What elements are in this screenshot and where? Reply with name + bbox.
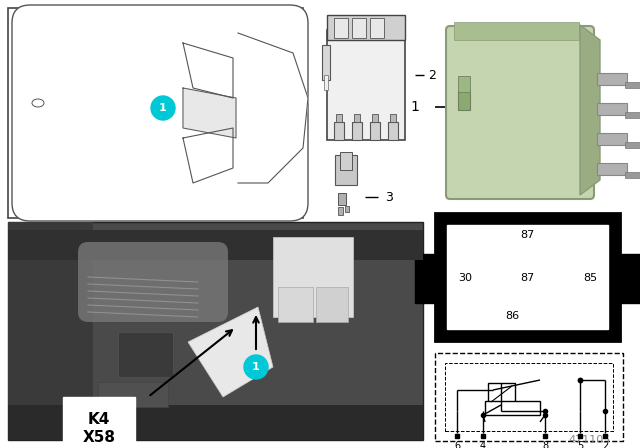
FancyBboxPatch shape: [12, 5, 308, 221]
Bar: [370, 122, 380, 140]
Polygon shape: [238, 33, 308, 183]
Bar: [98, 382, 168, 407]
Bar: [327, 15, 405, 40]
Bar: [336, 114, 342, 122]
Text: 2: 2: [602, 441, 608, 448]
Bar: [278, 287, 313, 322]
Bar: [8, 222, 423, 440]
Bar: [322, 45, 330, 80]
Bar: [625, 82, 640, 88]
Bar: [625, 142, 640, 148]
Bar: [454, 22, 579, 40]
Text: 85: 85: [583, 273, 597, 283]
Text: 1: 1: [411, 100, 419, 114]
Text: 5: 5: [577, 441, 583, 448]
Text: 2: 2: [428, 69, 436, 82]
Text: 86: 86: [505, 311, 519, 321]
Bar: [340, 152, 352, 170]
FancyBboxPatch shape: [78, 242, 228, 322]
Polygon shape: [188, 307, 273, 397]
Bar: [316, 287, 348, 322]
Text: 6: 6: [454, 441, 460, 448]
Text: 87: 87: [520, 273, 534, 283]
Bar: [352, 122, 362, 140]
Bar: [8, 222, 93, 440]
Bar: [390, 114, 396, 122]
Bar: [488, 383, 515, 405]
Bar: [625, 172, 640, 178]
Bar: [618, 254, 640, 302]
Text: 471105: 471105: [569, 435, 611, 445]
Bar: [447, 225, 608, 329]
Ellipse shape: [32, 99, 44, 107]
Bar: [352, 18, 366, 38]
Bar: [415, 254, 437, 302]
Bar: [63, 397, 135, 448]
Bar: [8, 230, 423, 260]
Bar: [327, 30, 405, 140]
Bar: [334, 18, 348, 38]
Bar: [388, 122, 398, 140]
Bar: [118, 332, 173, 377]
Bar: [354, 114, 360, 122]
Polygon shape: [183, 88, 236, 138]
Circle shape: [151, 96, 175, 120]
Bar: [445, 363, 613, 431]
Bar: [458, 76, 470, 92]
FancyBboxPatch shape: [446, 26, 594, 199]
Bar: [435, 213, 620, 341]
Text: 3: 3: [385, 190, 393, 203]
Bar: [324, 75, 328, 90]
Circle shape: [244, 355, 268, 379]
Bar: [597, 103, 627, 115]
Bar: [338, 207, 343, 215]
Text: 1: 1: [252, 362, 260, 372]
Bar: [273, 237, 353, 317]
Bar: [597, 73, 627, 85]
Bar: [435, 353, 623, 441]
Bar: [8, 405, 423, 440]
Bar: [597, 133, 627, 145]
Polygon shape: [580, 25, 600, 195]
Text: 30: 30: [458, 273, 472, 283]
Bar: [335, 155, 357, 185]
Bar: [485, 401, 540, 415]
Bar: [345, 206, 349, 212]
Text: X58: X58: [83, 430, 115, 444]
Bar: [597, 163, 627, 175]
Bar: [338, 193, 346, 205]
Text: 1: 1: [159, 103, 167, 113]
Bar: [370, 18, 384, 38]
Text: 8: 8: [542, 441, 548, 448]
Bar: [625, 112, 640, 118]
Bar: [372, 114, 378, 122]
Bar: [8, 8, 303, 218]
Text: 4: 4: [480, 441, 486, 448]
Bar: [334, 122, 344, 140]
Text: 87: 87: [520, 230, 534, 240]
Bar: [458, 90, 470, 110]
Text: K4: K4: [88, 412, 110, 426]
